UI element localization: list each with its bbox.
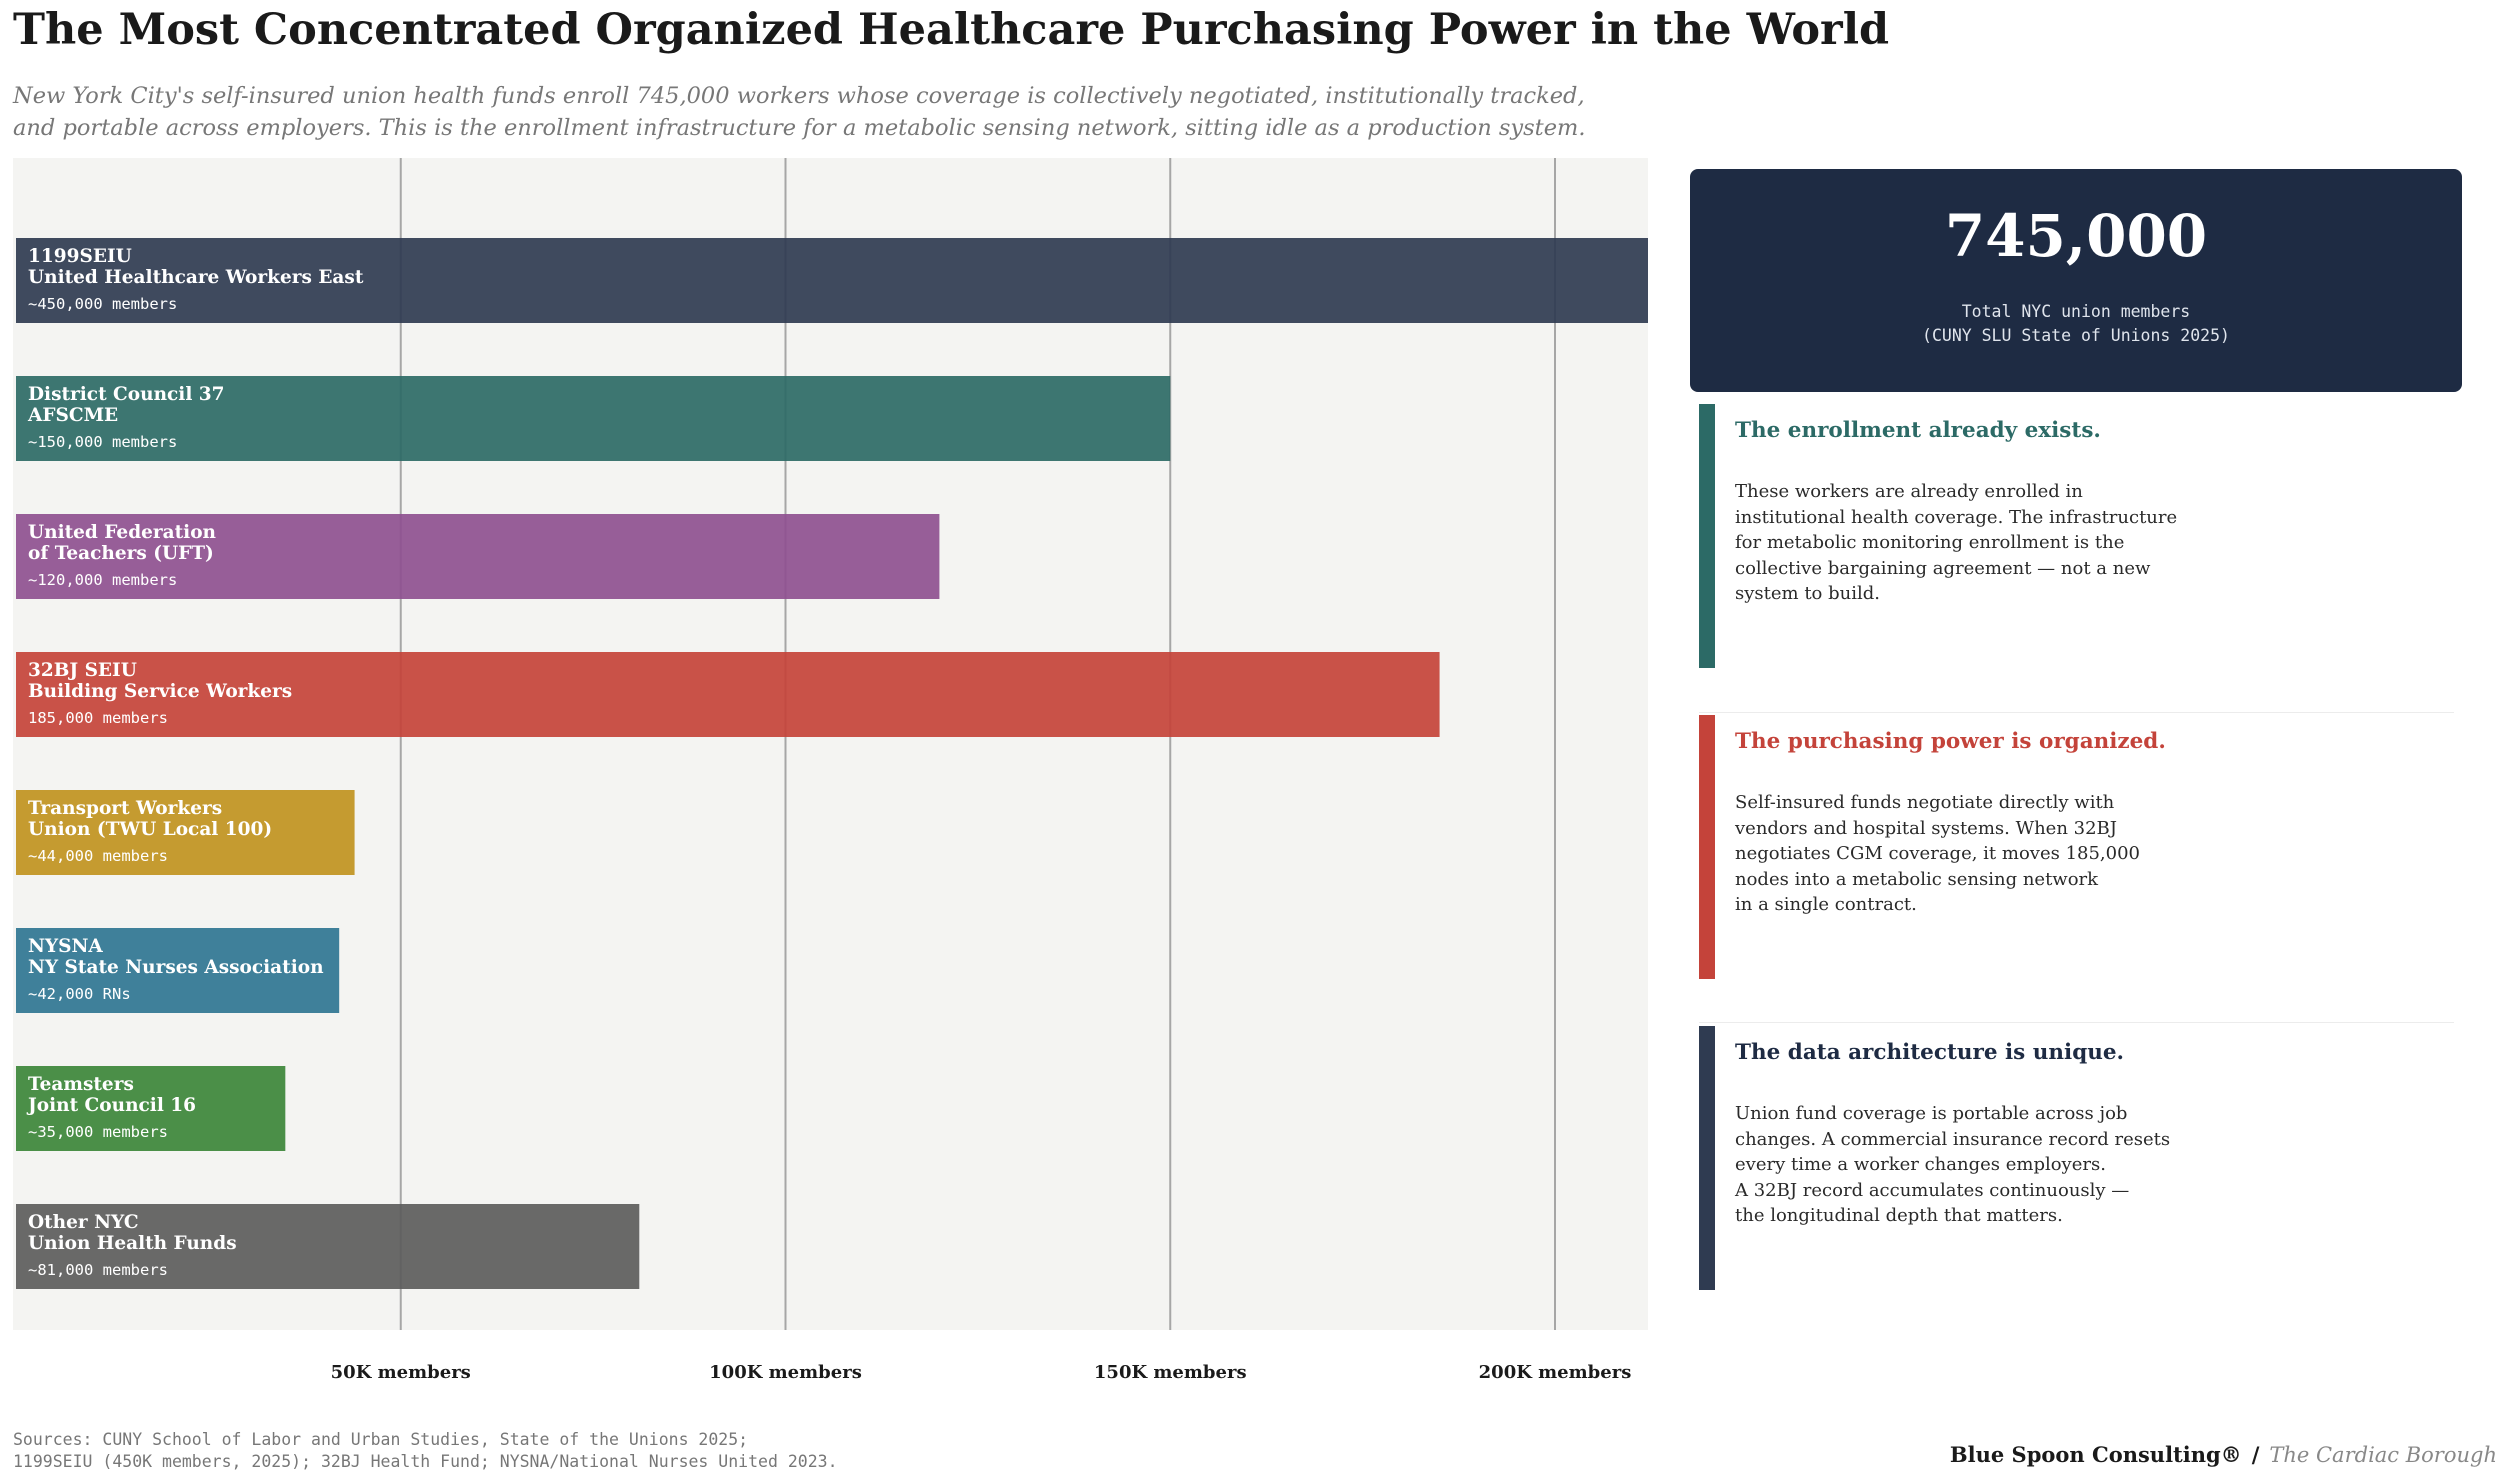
caption-line: Total NYC union members — [1961, 302, 2191, 321]
bar-label: Building Service Workers — [28, 681, 292, 702]
card-body: Union fund coverage is portable across j… — [1735, 1101, 2170, 1229]
bar — [16, 790, 355, 875]
subtitle-line: and portable across employers. This is t… — [13, 115, 1586, 141]
card-divider — [1699, 712, 2454, 713]
card-body-line: nodes into a metabolic sensing network — [1735, 868, 2099, 890]
bar-label: AFSCME — [27, 405, 118, 426]
plot-background — [13, 158, 1648, 1330]
card-body-line: system to build. — [1735, 583, 1880, 604]
insight-card-purchasing: The purchasing power is organized. Self-… — [1699, 715, 2459, 979]
bar-value-label: ~150,000 members — [28, 433, 177, 451]
x-tick-label: 100K members — [709, 1362, 862, 1383]
card-body-line: negotiates CGM coverage, it moves 185,00… — [1735, 843, 2140, 864]
card-body-line: A 32BJ record accumulates continuously — — [1735, 1179, 2130, 1201]
card-accent-bar — [1699, 715, 1715, 979]
bar-value-label: ~120,000 members — [28, 571, 177, 589]
card-heading: The enrollment already exists. — [1735, 418, 2101, 443]
card-body-line: Union fund coverage is portable across j… — [1735, 1103, 2128, 1124]
total-members-caption: Total NYC union members (CUNY SLU State … — [1690, 300, 2462, 348]
bar-label: Union Health Funds — [28, 1233, 237, 1254]
bar — [16, 928, 340, 1013]
card-body-line: These workers are already enrolled in — [1735, 481, 2083, 502]
card-body-line: for metabolic monitoring enrollment is t… — [1735, 532, 2125, 553]
bar — [16, 1066, 286, 1151]
bar-label: Union (TWU Local 100) — [28, 819, 272, 840]
bar-label: Joint Council 16 — [26, 1095, 196, 1116]
x-tick-label: 50K members — [331, 1362, 471, 1383]
sources-note: Sources: CUNY School of Labor and Urban … — [13, 1429, 838, 1473]
bar-value-label: 185,000 members — [28, 709, 168, 727]
bar-label: United Federation — [28, 522, 217, 543]
card-body-line: in a single contract. — [1735, 894, 1917, 915]
bar-label: 32BJ SEIU — [28, 660, 137, 681]
company-name: Blue Spoon Consulting® — [1949, 1442, 2242, 1467]
sources-line: 1199SEIU (450K members, 2025); 32BJ Heal… — [13, 1452, 838, 1471]
card-body: These workers are already enrolled in in… — [1735, 479, 2177, 607]
bar-value-label: ~35,000 members — [28, 1123, 168, 1141]
caption-line: (CUNY SLU State of Unions 2025) — [1922, 326, 2230, 345]
card-body-line: institutional health coverage. The infra… — [1735, 506, 2178, 528]
brand-separator: / — [2251, 1442, 2260, 1467]
bar-value-label: ~81,000 members — [28, 1261, 168, 1279]
card-body-line: Self-insured funds negotiate directly wi… — [1735, 792, 2115, 813]
card-body-line: every time a worker changes employers. — [1735, 1154, 2106, 1175]
bar — [16, 652, 1440, 737]
brand-credit: Blue Spoon Consulting® / The Cardiac Borou… — [1950, 1440, 2497, 1470]
bar-value-label: ~42,000 RNs — [28, 985, 131, 1003]
subtitle-line: New York City's self-insured union healt… — [13, 83, 1585, 109]
card-divider — [1699, 1022, 2454, 1023]
card-body-line: vendors and hospital systems. When 32BJ — [1735, 817, 2117, 839]
bar-label: Transport Workers — [28, 798, 222, 819]
x-tick-label: 150K members — [1094, 1362, 1247, 1383]
bar — [16, 376, 1171, 461]
total-members-panel: 745,000 Total NYC union members (CUNY SL… — [1690, 169, 2462, 392]
total-members-value: 745,000 — [1944, 202, 2208, 270]
chart-subtitle: New York City's self-insured union healt… — [13, 80, 1586, 144]
card-heading: The data architecture is unique. — [1735, 1040, 2125, 1065]
bar-value-label: ~450,000 members — [28, 295, 177, 313]
insight-card-enrollment: The enrollment already exists. These wor… — [1699, 404, 2459, 668]
bar — [16, 1204, 640, 1289]
sources-line: Sources: CUNY School of Labor and Urban … — [13, 1430, 749, 1449]
card-body-line: changes. A commercial insurance record r… — [1735, 1128, 2171, 1150]
bar-label: United Healthcare Workers East — [28, 267, 364, 288]
card-heading: The purchasing power is organized. — [1735, 729, 2166, 754]
bar-value-label: ~44,000 members — [28, 847, 168, 865]
bar — [16, 238, 1648, 323]
project-name: The Cardiac Borough — [2269, 1443, 2497, 1467]
bar — [16, 514, 940, 599]
x-tick-label: 200K members — [1479, 1362, 1632, 1383]
bar-label: of Teachers (UFT) — [28, 543, 214, 564]
card-body-line: the longitudinal depth that matters. — [1735, 1205, 2063, 1226]
card-accent-bar — [1699, 404, 1715, 668]
card-body-line: collective bargaining agreement — not a … — [1735, 557, 2151, 579]
chart-title: The Most Concentrated Organized Healthca… — [13, 5, 1890, 55]
bar-label: 1199SEIU — [28, 246, 132, 267]
bar-label: District Council 37 — [28, 384, 225, 405]
bar-label: Other NYC — [28, 1212, 139, 1233]
insight-card-data-architecture: The data architecture is unique. Union f… — [1699, 1026, 2459, 1290]
card-accent-bar — [1699, 1026, 1715, 1290]
card-body: Self-insured funds negotiate directly wi… — [1735, 790, 2140, 918]
bar-label: Teamsters — [28, 1074, 134, 1095]
bar-label: NYSNA — [28, 936, 103, 957]
bar-label: NY State Nurses Association — [28, 957, 324, 978]
